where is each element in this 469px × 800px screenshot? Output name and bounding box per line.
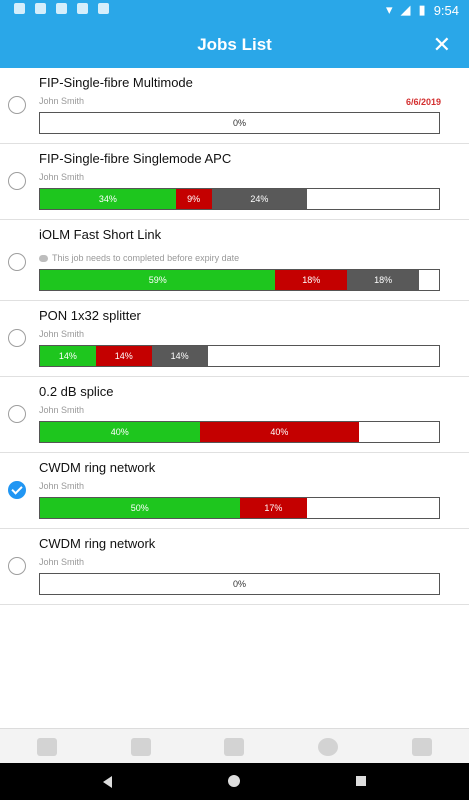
progress-segment-red: 40% bbox=[199, 422, 360, 442]
status-right: ▾ ◢ ▮ 9:54 bbox=[386, 2, 459, 18]
progress-bar: 34% 9% 24% bbox=[39, 188, 440, 210]
progress-label: 0% bbox=[232, 118, 246, 128]
settings-icon bbox=[14, 3, 25, 14]
add-person-icon[interactable] bbox=[130, 737, 151, 756]
sd-card-icon bbox=[77, 3, 88, 14]
back-icon[interactable] bbox=[103, 776, 112, 788]
comment-icon bbox=[39, 254, 48, 262]
trash-icon[interactable] bbox=[412, 737, 433, 756]
radio-unchecked-icon[interactable] bbox=[8, 557, 26, 575]
job-owner: John Smith bbox=[39, 329, 85, 339]
job-row[interactable]: CWDM ring network John Smith 0% bbox=[0, 529, 469, 605]
battery-icon: ▮ bbox=[418, 2, 426, 17]
progress-segment-green: 34% bbox=[40, 189, 176, 209]
a-icon bbox=[35, 3, 46, 14]
job-name: FIP-Single-fibre Singlemode APC bbox=[39, 151, 232, 166]
progress-segment-grey: 14% bbox=[151, 346, 208, 366]
progress-bar: 14% 14% 14% bbox=[39, 345, 440, 367]
progress-segment-grey: 24% bbox=[211, 189, 308, 209]
progress-bar: 59% 18% 18% bbox=[39, 269, 440, 291]
bottom-toolbar bbox=[0, 728, 469, 764]
radio-unchecked-icon[interactable] bbox=[8, 329, 26, 347]
close-icon[interactable]: ✕ bbox=[432, 32, 451, 57]
progress-segment-red: 9% bbox=[175, 189, 212, 209]
job-row[interactable]: FIP-Single-fibre Multimode John Smith 6/6/… bbox=[0, 68, 469, 144]
job-owner: John Smith bbox=[39, 172, 85, 182]
job-owner: John Smith bbox=[39, 557, 85, 567]
page-title: Jobs List bbox=[197, 35, 272, 54]
app-bar: Jobs List ✕ bbox=[0, 20, 469, 68]
job-owner: John Smith bbox=[39, 405, 85, 415]
progress-bar: 40% 40% bbox=[39, 421, 440, 443]
progress-segment-green: 59% bbox=[40, 270, 276, 290]
radio-unchecked-icon[interactable] bbox=[8, 172, 26, 190]
progress-segment-red: 17% bbox=[239, 498, 308, 518]
progress-bar: 50% 17% bbox=[39, 497, 440, 519]
progress-segment-green: 50% bbox=[40, 498, 240, 518]
home-icon[interactable] bbox=[228, 775, 240, 787]
system-nav-bar bbox=[0, 763, 469, 800]
job-name: CWDM ring network bbox=[39, 536, 156, 551]
job-row[interactable]: CWDM ring network John Smith 50% 17% bbox=[0, 453, 469, 529]
job-name: CWDM ring network bbox=[39, 460, 156, 475]
progress-segment-green: 40% bbox=[40, 422, 200, 442]
job-name: PON 1x32 splitter bbox=[39, 308, 141, 323]
job-note-text: This job needs to completed before expir… bbox=[52, 253, 240, 263]
info-icon[interactable] bbox=[318, 737, 339, 756]
radio-unchecked-icon[interactable] bbox=[8, 405, 26, 423]
recents-icon[interactable] bbox=[356, 776, 366, 786]
wifi-icon: ◢ bbox=[400, 2, 411, 17]
jobs-list: FIP-Single-fibre Multimode John Smith 6/6/… bbox=[0, 68, 469, 605]
job-owner: John Smith bbox=[39, 96, 85, 106]
job-name: 0.2 dB splice bbox=[39, 384, 114, 399]
progress-segment-grey: 18% bbox=[347, 270, 420, 290]
add-comment-icon[interactable] bbox=[36, 737, 57, 756]
job-row[interactable]: 0.2 dB splice John Smith 40% 40% bbox=[0, 377, 469, 453]
progress-bar: 0% bbox=[39, 573, 440, 595]
job-row[interactable]: FIP-Single-fibre Singlemode APC John Smit… bbox=[0, 144, 469, 220]
progress-segment-green: 14% bbox=[40, 346, 96, 366]
radio-unchecked-icon[interactable] bbox=[8, 96, 26, 114]
job-name: iOLM Fast Short Link bbox=[39, 227, 162, 242]
progress-segment-red: 18% bbox=[275, 270, 348, 290]
location-icon: ▾ bbox=[386, 2, 393, 17]
progress-bar: 0% bbox=[39, 112, 440, 134]
job-due-date: 6/6/2019 bbox=[405, 97, 441, 107]
job-row[interactable]: PON 1x32 splitter John Smith 14% 14% 14% bbox=[0, 301, 469, 377]
add-library-icon[interactable] bbox=[224, 737, 245, 756]
job-name: FIP-Single-fibre Multimode bbox=[39, 75, 193, 90]
notification-icons bbox=[14, 3, 109, 14]
play-store-icon bbox=[98, 3, 109, 14]
progress-label: 0% bbox=[232, 579, 246, 589]
job-note: This job needs to completed before expir… bbox=[39, 253, 239, 263]
radio-unchecked-icon[interactable] bbox=[8, 253, 26, 271]
job-row[interactable]: iOLM Fast Short Link This job needs to co… bbox=[0, 220, 469, 301]
progress-segment-red: 14% bbox=[95, 346, 152, 366]
job-owner: John Smith bbox=[39, 481, 85, 491]
status-bar: ▾ ◢ ▮ 9:54 bbox=[0, 0, 469, 20]
circle-icon bbox=[56, 3, 67, 14]
clock: 9:54 bbox=[433, 2, 459, 18]
radio-checked-icon[interactable] bbox=[8, 481, 26, 499]
